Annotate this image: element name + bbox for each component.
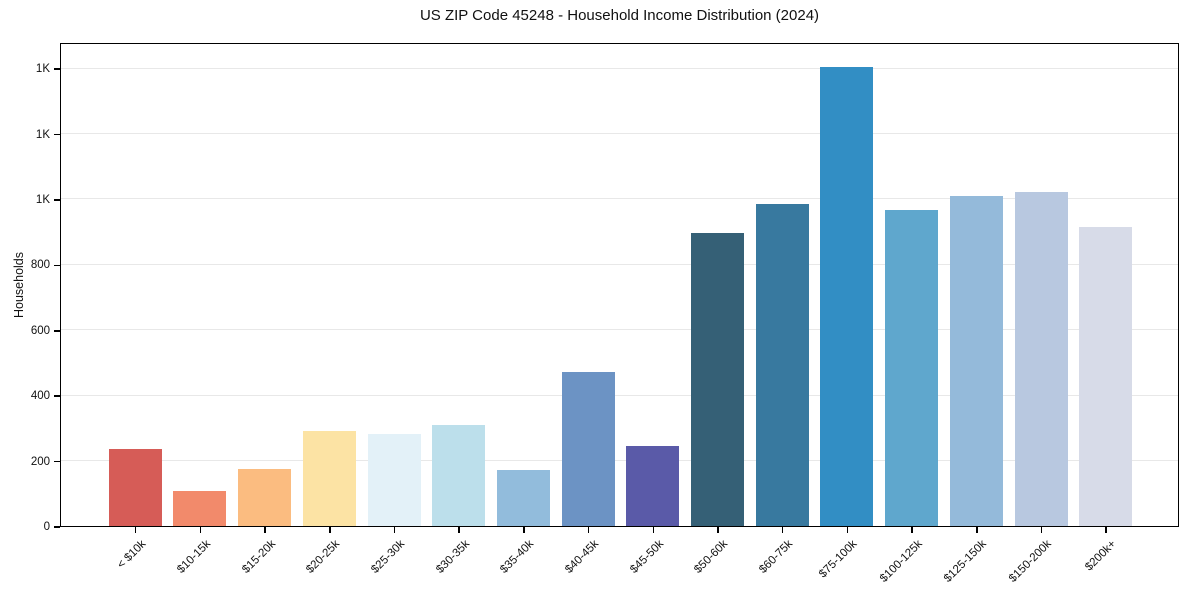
- bar: [432, 424, 486, 526]
- gridline: [61, 198, 1178, 200]
- x-tick-label: $35-40k: [498, 538, 537, 576]
- x-tick-label: $25-30k: [369, 538, 407, 576]
- x-tick-label: $125-150k: [942, 538, 990, 585]
- bar: [949, 195, 1003, 526]
- y-tick-label: 1K: [35, 193, 50, 206]
- bar: [691, 233, 744, 526]
- bar: [496, 470, 550, 526]
- y-tick-mark: [54, 330, 60, 332]
- bar: [561, 372, 615, 526]
- y-tick-mark: [54, 526, 60, 528]
- x-tick-label: $40-45k: [563, 538, 602, 576]
- x-tick-label: $50-60k: [692, 538, 731, 576]
- x-tick-mark: [329, 527, 331, 533]
- y-tick-label: 600: [30, 324, 50, 337]
- gridline: [61, 394, 1178, 396]
- x-tick-mark: [976, 527, 978, 533]
- x-tick-mark: [911, 527, 913, 533]
- x-tick-label: $20-25k: [304, 538, 343, 576]
- x-tick-mark: [458, 527, 460, 533]
- bar: [755, 203, 809, 526]
- x-tick-mark: [1105, 527, 1107, 533]
- bar: [173, 490, 227, 526]
- x-tick-label: $30-35k: [433, 538, 472, 576]
- y-tick-mark: [54, 133, 60, 136]
- x-tick-mark: [587, 527, 590, 533]
- bar: [626, 445, 680, 526]
- x-tick-label: < $10k: [115, 538, 149, 572]
- x-tick-label: $60-75k: [757, 538, 796, 576]
- x-tick-label: $200k+: [1083, 538, 1119, 574]
- bar: [302, 431, 356, 526]
- x-tick-mark: [717, 527, 719, 533]
- x-tick-label: $75-100k: [817, 538, 860, 581]
- gridline: [61, 133, 1178, 135]
- x-tick-mark: [781, 527, 784, 533]
- chart-title: US ZIP Code 45248 - Household Income Dis…: [419, 7, 820, 24]
- x-tick-label: $10-15k: [175, 538, 213, 576]
- bar: [1079, 226, 1133, 526]
- y-tick-label: 800: [30, 259, 50, 272]
- y-tick-label: 200: [30, 455, 50, 468]
- y-tick-label: 0: [43, 521, 50, 533]
- bar: [1014, 192, 1068, 526]
- x-tick-mark: [264, 527, 266, 533]
- bar: [367, 434, 421, 526]
- x-tick-mark: [134, 527, 137, 533]
- y-tick-label: 1K: [35, 63, 50, 76]
- y-tick-mark: [54, 264, 60, 267]
- bar: [238, 468, 292, 526]
- gridline: [61, 263, 1178, 265]
- y-tick-label: 1K: [35, 128, 50, 141]
- y-tick-label: 400: [30, 390, 50, 403]
- x-tick-mark: [846, 527, 849, 533]
- x-tick-mark: [652, 527, 655, 533]
- x-tick-mark: [393, 527, 396, 533]
- bar: [820, 66, 874, 526]
- x-tick-mark: [199, 527, 202, 533]
- x-tick-label: $45-50k: [627, 538, 666, 576]
- x-tick-label: $100-125k: [877, 538, 925, 585]
- gridline: [61, 67, 1178, 69]
- bar: [885, 210, 939, 526]
- gridline: [61, 460, 1178, 462]
- gridline: [61, 329, 1178, 331]
- y-tick-mark: [54, 460, 60, 463]
- x-tick-label: $15-20k: [239, 538, 278, 576]
- x-tick-mark: [523, 527, 525, 533]
- x-tick-mark: [1040, 527, 1043, 533]
- x-tick-label: $150-200k: [1007, 538, 1054, 585]
- y-tick-mark: [54, 199, 60, 201]
- bar: [108, 449, 162, 526]
- y-tick-mark: [54, 68, 60, 70]
- plot-area: [60, 43, 1179, 527]
- y-tick-mark: [54, 395, 60, 397]
